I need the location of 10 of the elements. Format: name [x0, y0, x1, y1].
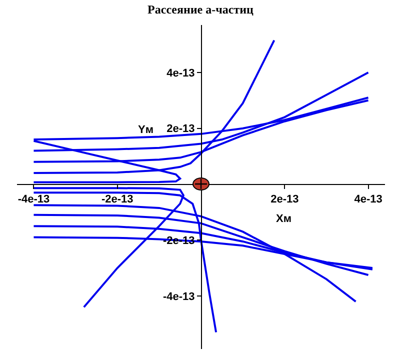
x-tick-label: 4e-13 — [354, 193, 382, 206]
x-axis-title: Xм — [276, 213, 292, 225]
y-tick-label: -4e-13 — [163, 290, 195, 303]
x-tick-label: -4e-13 — [18, 193, 50, 206]
x-tick-label: 2e-13 — [270, 193, 299, 206]
y-tick-label: 2e-13 — [166, 123, 195, 136]
y-tick-label: 4e-13 — [166, 67, 195, 80]
x-tick-label: -2e-13 — [101, 193, 134, 206]
chart-title: Рассеяние а-частиц — [148, 2, 254, 17]
y-axis-title: Yм — [138, 124, 154, 136]
